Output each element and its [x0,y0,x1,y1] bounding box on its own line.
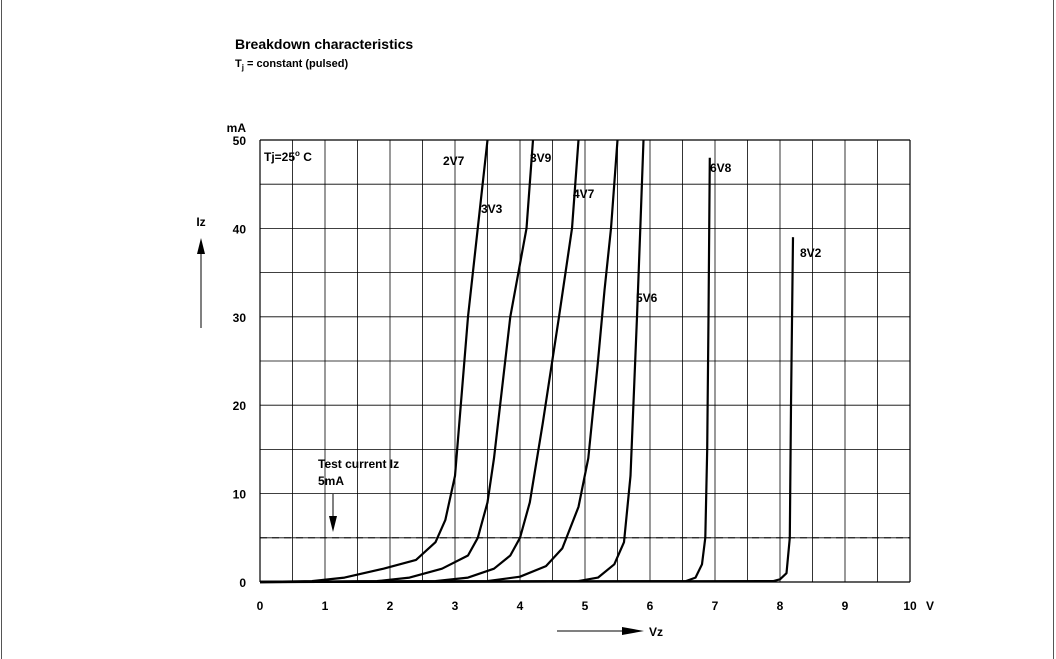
y-tick-label: 0 [239,576,246,590]
x-tick-label: 10 [903,599,917,613]
x-tick-label: 4 [517,599,524,613]
x-tick-label: 1 [322,599,329,613]
frame-left-border [1,0,2,659]
chart-subtitle: Tj = constant (pulsed) [235,58,348,72]
x-tick-label: 8 [777,599,784,613]
x-tick-label: 9 [842,599,849,613]
subtitle-prefix: T [235,58,242,70]
series-line-3v9 [259,139,580,584]
series-label-3v3: 3V3 [481,202,503,216]
x-tick-label: 0 [257,599,264,613]
x-axis-arrow-head [622,627,644,635]
y-unit-label: mA [227,121,247,135]
y-tick-label: 40 [233,222,247,236]
series-label-4v7: 4V7 [573,187,595,201]
series-label-6v8: 6V8 [710,161,732,175]
test-current-value-label: 5mA [318,474,344,488]
condition-label: Tj=25o C [264,149,312,164]
y-axis-arrow-head [197,238,205,254]
subtitle-subscript: j [241,63,244,73]
x-tick-label: 2 [387,599,394,613]
series-line-8v2 [259,237,795,584]
y-axis-label: Iz [196,215,205,229]
series-line-6v8 [259,157,711,584]
x-tick-label: 6 [647,599,654,613]
test-current-arrow-head [329,516,337,532]
series-line-4v7 [259,139,619,584]
y-tick-label: 20 [233,399,247,413]
y-tick-label: 10 [233,488,247,502]
x-tick-label: 7 [712,599,719,613]
x-axis-label: Vz [649,625,663,639]
test-current-label: Test current Iz [318,457,399,471]
series-label-3v9: 3V9 [530,151,552,165]
subtitle-rest: = constant (pulsed) [243,58,349,70]
x-tick-label: 3 [452,599,459,613]
series-curves: 2V7 3V3 3V9 4V7 5V6 6V8 8V2 [259,139,822,584]
chart-title: Breakdown characteristics [235,36,414,52]
x-tick-label: 5 [582,599,589,613]
x-unit-label: V [926,599,934,613]
frame-right-border [1053,0,1054,659]
series-line-5v6 [259,139,645,584]
y-tick-label: 50 [233,134,247,148]
series-label-8v2: 8V2 [800,246,822,260]
series-line-2v7 [259,139,489,584]
grid [259,139,911,583]
series-label-5v6: 5V6 [636,291,658,305]
series-label-2v7: 2V7 [443,154,465,168]
y-tick-label: 30 [233,311,247,325]
annotations: Tj=25o C Test current Iz 5mA [260,149,910,539]
